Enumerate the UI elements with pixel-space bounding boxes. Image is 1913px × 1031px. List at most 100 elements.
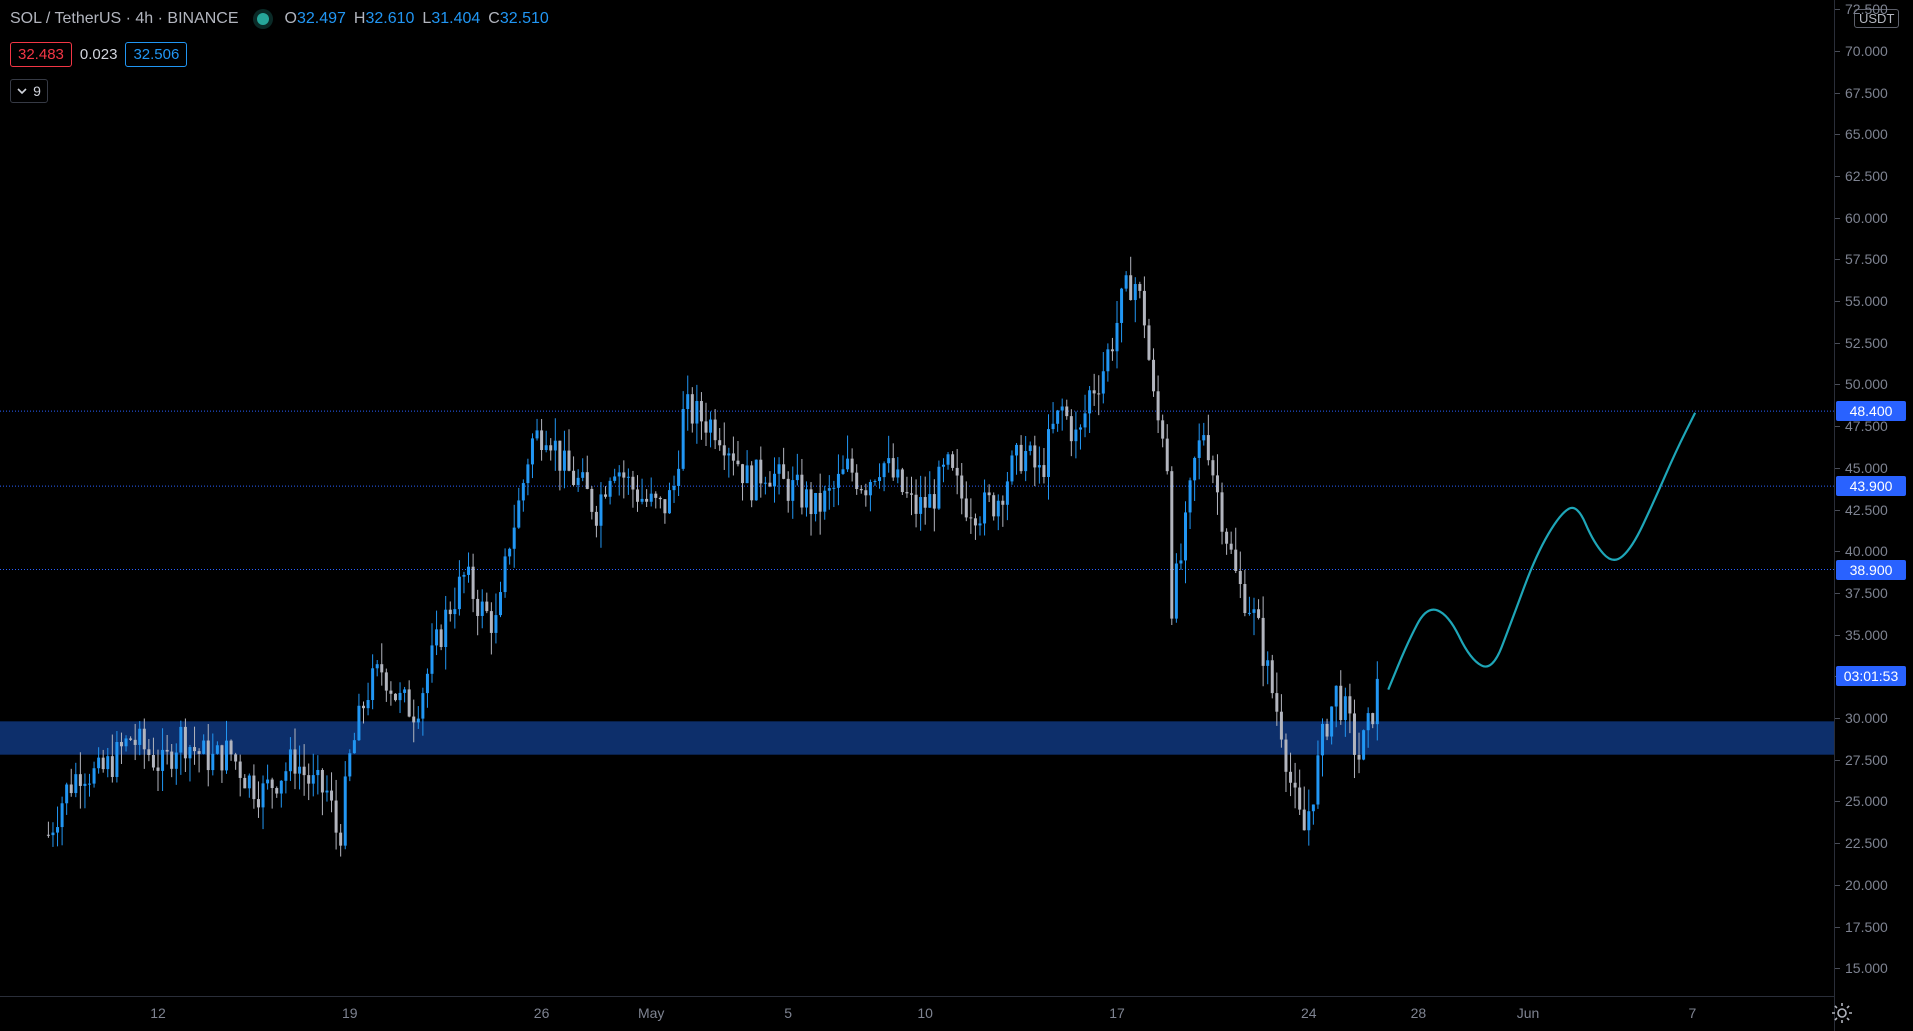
candle-body — [457, 576, 461, 610]
sell-button[interactable]: 32.483 — [10, 42, 72, 67]
candle-body — [462, 574, 466, 577]
candle-body — [1289, 771, 1293, 783]
candle-body — [252, 775, 256, 800]
candle-body — [206, 740, 210, 771]
candle-body — [960, 475, 964, 499]
candle-body — [841, 469, 845, 474]
candle-body — [362, 705, 365, 709]
candle-body — [814, 492, 818, 515]
candle-body — [106, 756, 110, 770]
candle-body — [220, 745, 224, 771]
price-label: 48.400 — [1836, 401, 1906, 422]
candle-body — [1147, 325, 1151, 360]
candle-body — [654, 493, 658, 498]
candle-body — [1284, 739, 1288, 772]
candle-body — [649, 493, 653, 502]
candle-body — [412, 716, 416, 723]
candle-body — [1124, 275, 1128, 289]
candle-body — [1375, 678, 1379, 725]
candle-body — [645, 498, 649, 502]
candle-body — [713, 419, 717, 441]
candle-body — [1179, 560, 1183, 564]
candle-body — [1156, 391, 1160, 421]
price-axis[interactable]: USDT 72.500 70.000 67.500 65.000 62.500 60.00… — [1834, 0, 1913, 1031]
candle-body — [494, 615, 498, 633]
currency-tag[interactable]: USDT — [1854, 9, 1900, 28]
candle-body — [1247, 612, 1251, 614]
low-label: L — [422, 10, 432, 27]
candle-body — [786, 478, 790, 501]
candle-body — [179, 726, 183, 753]
price-tick-mark — [1835, 509, 1840, 511]
candle-body — [499, 592, 502, 616]
price-tick-label: 62.500 — [1845, 167, 1888, 184]
price-tick-label: 20.000 — [1845, 876, 1888, 893]
candle-body — [485, 601, 489, 612]
price-tick-mark — [1835, 551, 1840, 553]
candle-body — [1206, 435, 1210, 461]
gear-icon[interactable] — [1830, 1001, 1854, 1025]
price-tick-label: 52.500 — [1845, 334, 1888, 351]
candle-body — [435, 629, 439, 646]
candle-body — [1074, 429, 1078, 442]
candle-body — [188, 747, 192, 759]
candle-body — [640, 498, 644, 502]
candle-body — [170, 751, 174, 769]
candle-body — [256, 799, 260, 808]
candle-body — [1279, 711, 1283, 740]
candle-body — [471, 566, 475, 599]
candle-body — [718, 440, 722, 446]
price-tick-label: 60.000 — [1845, 209, 1888, 226]
candle-body — [279, 780, 283, 794]
time-tick-label: 10 — [917, 1005, 933, 1021]
support-zone — [0, 721, 1834, 755]
candle-body — [1138, 284, 1142, 291]
candle-body — [690, 394, 694, 424]
price-tick-mark — [1835, 384, 1840, 386]
candle-body — [1243, 584, 1247, 614]
candle-body — [83, 783, 87, 786]
candle-body — [859, 489, 863, 491]
candle-body — [923, 497, 927, 508]
price-tick-mark — [1835, 759, 1840, 761]
symbol-title[interactable]: SOL / TetherUS · 4h · BINANCE — [10, 10, 239, 27]
price-tick-mark — [1835, 92, 1840, 94]
buy-button[interactable]: 32.506 — [125, 42, 188, 67]
candle-body — [142, 728, 146, 750]
candle-body — [896, 469, 900, 478]
time-axis[interactable]: 12 19 26 May 5 10 17 24 28 Jun 7 — [0, 996, 1852, 1031]
candle-body — [932, 494, 936, 509]
candle-body — [1188, 480, 1192, 513]
high-value: 32.610 — [365, 10, 415, 27]
chart-canvas[interactable] — [0, 0, 1834, 996]
candle-body — [183, 726, 187, 759]
candle-body — [681, 408, 685, 469]
candle-body — [1174, 563, 1178, 619]
candle-body — [512, 527, 516, 549]
candle-body — [476, 598, 480, 616]
candle-body — [686, 394, 690, 409]
candle-body — [553, 440, 557, 451]
candle-body — [1097, 393, 1101, 395]
price-tick-label: 42.500 — [1845, 501, 1888, 518]
candle-body — [247, 775, 251, 789]
price-tick-label: 25.000 — [1845, 793, 1888, 810]
candle-body — [421, 693, 425, 719]
price-tick-mark — [1835, 175, 1840, 177]
candle-body — [567, 450, 571, 471]
candle-body — [1033, 445, 1037, 468]
indicators-toggle-button[interactable]: 9 — [10, 79, 48, 103]
candle-body — [1088, 390, 1092, 414]
candle-body — [1293, 782, 1297, 788]
price-tick-label: 45.000 — [1845, 459, 1888, 476]
candle-body — [636, 489, 639, 502]
price-tick-mark — [1835, 801, 1840, 803]
price-label: 03:01:53 — [1836, 666, 1906, 687]
candle-body — [398, 692, 402, 701]
candle-body — [1321, 723, 1324, 756]
candle-body — [1005, 481, 1009, 505]
candle-body — [736, 460, 740, 465]
candle-body — [594, 511, 598, 526]
